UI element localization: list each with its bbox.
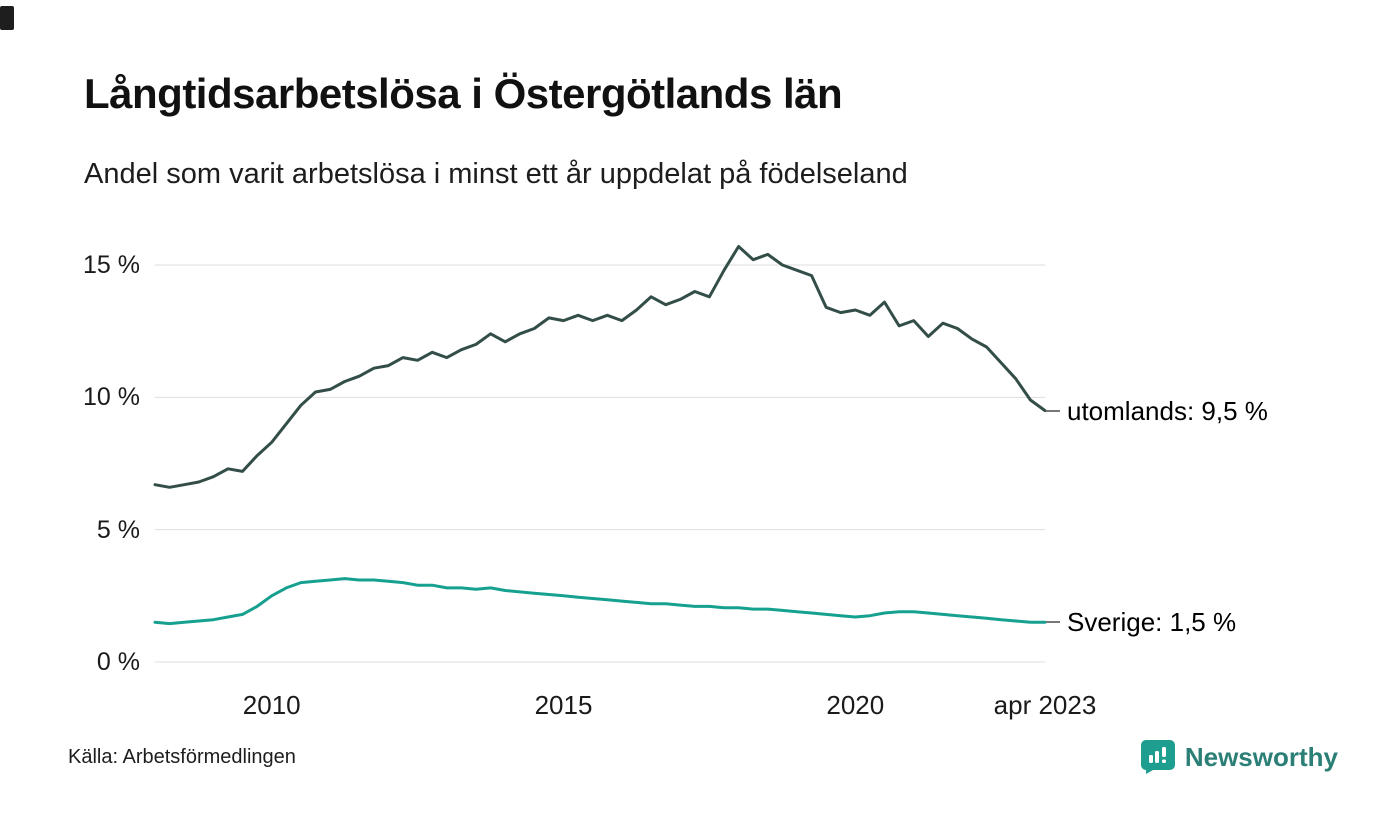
x-axis-tick-label: 2015: [534, 690, 593, 720]
y-axis-tick-label: 15 %: [83, 251, 140, 279]
brand: Newsworthy: [1140, 740, 1338, 774]
newsworthy-logo-icon: [1140, 740, 1175, 774]
y-axis-tick-label: 10 %: [83, 383, 140, 412]
series-end-label-sverige: Sverige: 1,5 %: [1046, 603, 1236, 641]
corner-artifact: [0, 6, 14, 30]
footer: Källa: Arbetsförmedlingen Newsworthy: [68, 740, 1338, 774]
series-end-label-utomlands: utomlands: 9,5 %: [1046, 392, 1268, 430]
line-chart: 15 % 10 % 5 % 0 % 2010 2015 2020 apr 202…: [0, 230, 1400, 740]
chart-subtitle: Andel som varit arbetslösa i minst ett å…: [84, 158, 908, 190]
x-axis-tick-label: 2010: [242, 690, 301, 720]
series-line-Sverige: [153, 577, 1047, 626]
source-note: Källa: Arbetsförmedlingen: [68, 745, 296, 768]
x-axis-tick-label: apr 2023: [993, 690, 1097, 720]
brand-name: Newsworthy: [1184, 741, 1338, 772]
x-axis-tick-label: 2020: [826, 690, 885, 720]
y-axis-tick-label: 0 %: [96, 648, 140, 676]
series-end-label-text: Sverige: 1,5 %: [1067, 607, 1237, 638]
label-connector-dash: [1046, 621, 1060, 624]
plot-svg: [153, 245, 1047, 663]
series-end-label-text: utomlands: 9,5 %: [1067, 395, 1268, 426]
series-line-utomlands: [153, 245, 1047, 489]
page-title: Långtidsarbetslösa i Östergötlands län: [84, 70, 843, 117]
y-axis-tick-label: 5 %: [96, 515, 140, 544]
label-connector-dash: [1046, 409, 1060, 412]
